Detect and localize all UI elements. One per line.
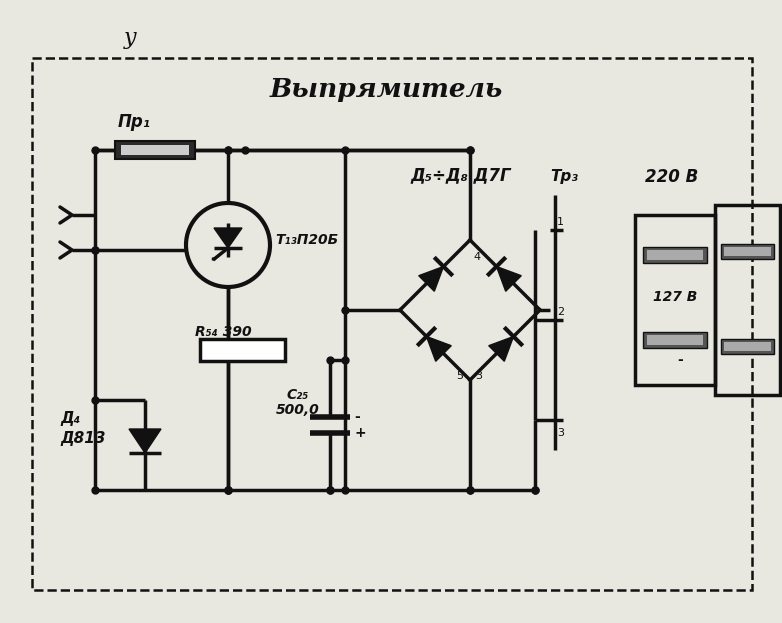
Text: -: - — [354, 410, 360, 424]
Text: -: - — [677, 353, 683, 367]
Text: Тр₃: Тр₃ — [550, 169, 578, 184]
Polygon shape — [497, 267, 522, 292]
Polygon shape — [418, 267, 443, 292]
Text: 4: 4 — [473, 252, 480, 262]
Text: C₂₅: C₂₅ — [287, 388, 309, 402]
Text: 500,0: 500,0 — [276, 403, 320, 417]
Text: 3: 3 — [557, 428, 564, 438]
Bar — [115, 141, 195, 159]
Text: Выпрямитель: Выпрямитель — [270, 77, 504, 103]
Text: 1: 1 — [557, 217, 564, 227]
Text: 220 В: 220 В — [645, 168, 698, 186]
Text: Д813: Д813 — [60, 430, 106, 445]
Text: R₅₄ 390: R₅₄ 390 — [195, 325, 252, 339]
Text: Д₅÷Д₈ Д7Г: Д₅÷Д₈ Д7Г — [410, 166, 511, 184]
Bar — [724, 247, 771, 256]
Text: 3: 3 — [475, 371, 482, 381]
Bar — [647, 250, 703, 260]
Bar — [121, 145, 189, 155]
Text: y: y — [124, 27, 136, 49]
Bar — [200, 339, 285, 361]
Bar — [715, 205, 780, 395]
Text: 127 В: 127 В — [653, 290, 698, 304]
Text: 5: 5 — [456, 371, 463, 381]
Polygon shape — [489, 336, 514, 361]
Polygon shape — [214, 228, 242, 248]
Text: +: + — [354, 426, 366, 440]
Polygon shape — [129, 429, 161, 453]
Text: Пр₁: Пр₁ — [118, 113, 151, 131]
Bar — [724, 342, 771, 351]
Polygon shape — [426, 336, 451, 361]
Text: 2: 2 — [557, 307, 564, 317]
Bar — [643, 332, 707, 348]
Text: T₁₃П20Б: T₁₃П20Б — [275, 233, 339, 247]
Bar — [635, 215, 715, 385]
Bar — [721, 339, 774, 354]
Bar — [721, 244, 774, 259]
Bar — [643, 247, 707, 263]
Text: Д₄: Д₄ — [60, 411, 81, 426]
Bar — [647, 335, 703, 345]
